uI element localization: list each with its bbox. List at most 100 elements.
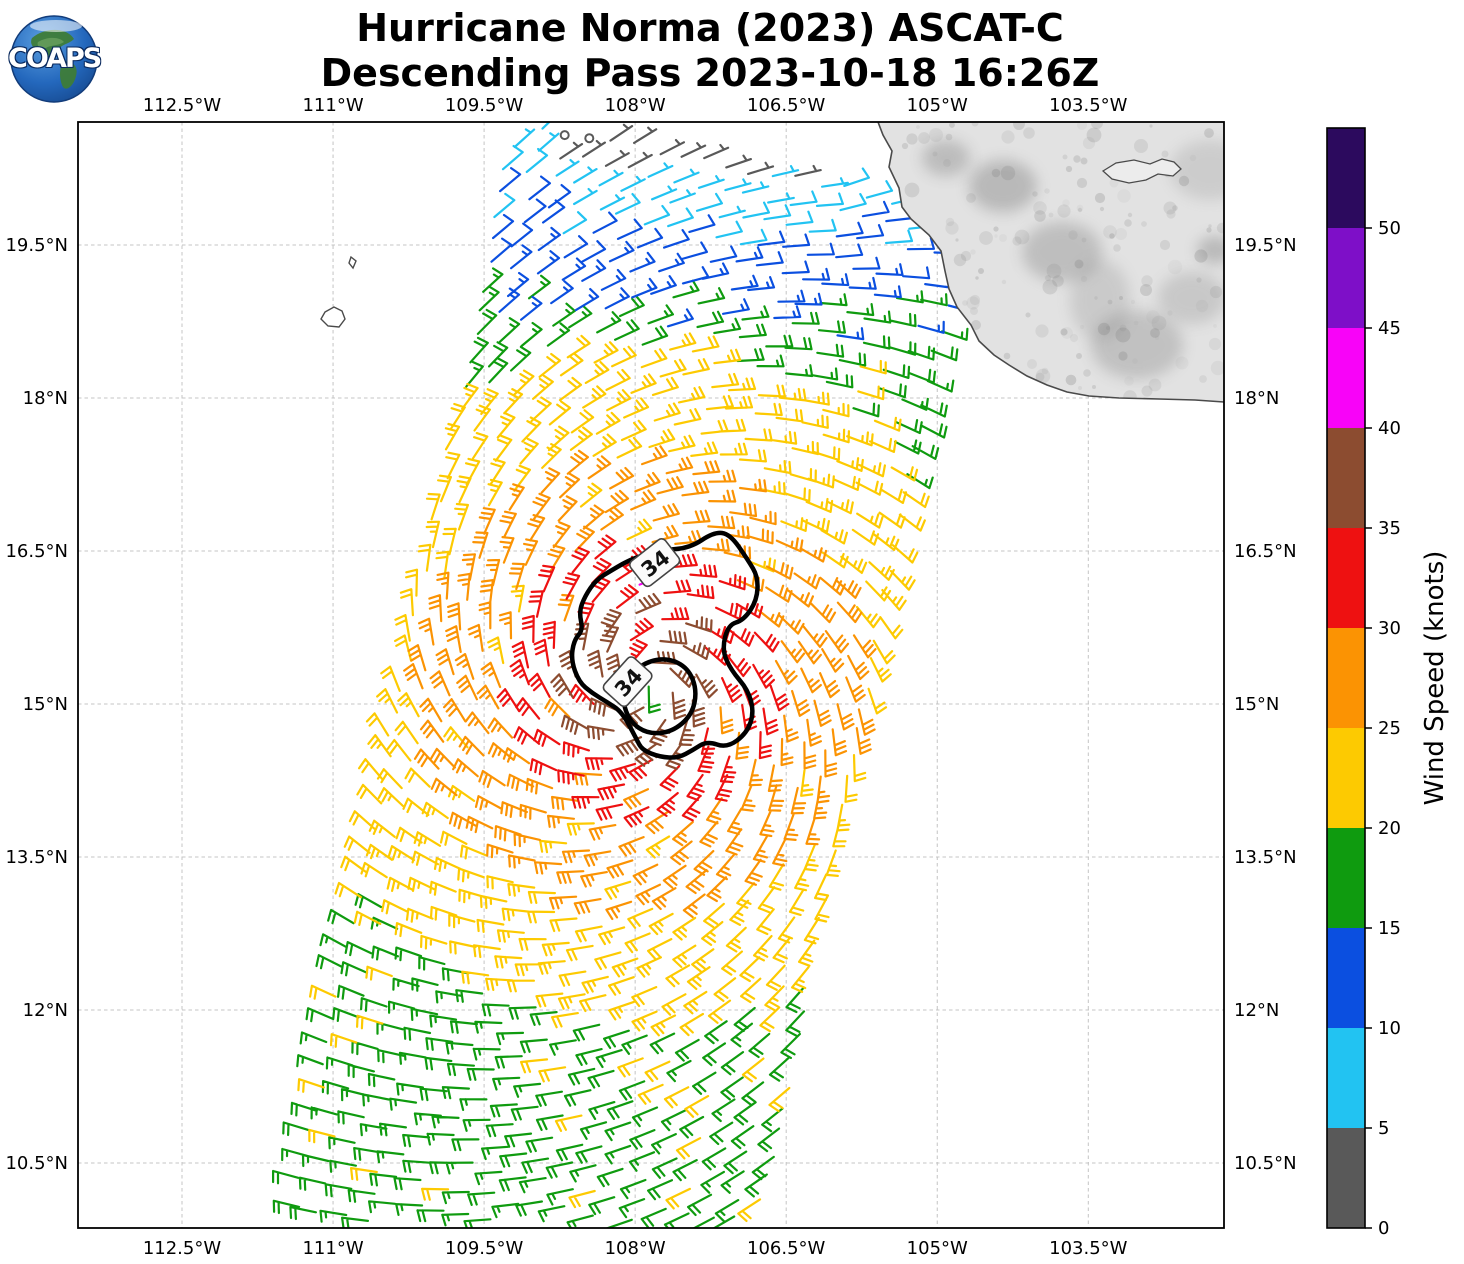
terrain-speckle (1123, 390, 1137, 402)
terrain-speckle (1068, 230, 1078, 240)
terrain-speckle (1003, 352, 1011, 360)
terrain-speckle (1080, 275, 1088, 283)
terrain-speckle (1079, 324, 1085, 330)
terrain-speckle (991, 168, 1001, 178)
colorbar-tick-label: 5 (1378, 1118, 1389, 1139)
colorbar-segment (1327, 1028, 1365, 1128)
colorbar-tick-label: 45 (1378, 318, 1401, 339)
terrain-speckle (1027, 359, 1037, 369)
terrain-speckle (1042, 279, 1058, 295)
terrain-speckle (1032, 191, 1038, 197)
terrain-speckle (901, 142, 909, 150)
terrain-speckle (1167, 310, 1173, 316)
lat-tick-label-left: 16.5°N (5, 541, 68, 562)
terrain-speckle (1119, 324, 1127, 332)
terrain-speckle (1023, 127, 1035, 139)
terrain-speckle (1062, 154, 1068, 160)
wind-barb-field (272, 122, 975, 1228)
terrain-speckle (918, 132, 930, 144)
terrain-speckle (1103, 225, 1117, 239)
terrain-speckle (1013, 122, 1025, 130)
terrain-speckle (1041, 367, 1049, 375)
terrain-speckle (1012, 236, 1022, 246)
terrain-speckle (1076, 204, 1084, 212)
terrain-speckle (966, 193, 976, 203)
terrain-blob (969, 160, 1037, 212)
terrain-speckle (1057, 204, 1071, 218)
terrain-speckle (1073, 155, 1081, 163)
terrain-speckle (1033, 201, 1047, 215)
lon-tick-label-top: 112.5°W (143, 95, 222, 116)
coaps-logo-text: COAPS (8, 43, 102, 74)
terrain-speckle (1117, 189, 1131, 203)
terrain-speckle (955, 238, 959, 242)
terrain-speckle (1115, 327, 1131, 343)
colorbar-segment (1327, 128, 1365, 228)
terrain-speckle (1189, 154, 1197, 162)
lat-tick-label-right: 12°N (1234, 1000, 1279, 1021)
colorbar-tick-label: 0 (1378, 1218, 1389, 1239)
colorbar-segment (1327, 828, 1365, 928)
terrain-speckle (1151, 315, 1167, 331)
lon-tick-label-top: 109.5°W (445, 95, 524, 116)
terrain-speckle (999, 234, 1007, 242)
colorbar: 0 5 10 15 20 25 30 35 40 45 50 (1326, 127, 1401, 1239)
colorbar-segment (1327, 228, 1365, 328)
colorbar-tick-label: 15 (1378, 918, 1401, 939)
terrain-speckle (1119, 296, 1123, 300)
terrain-speckle (1210, 360, 1224, 376)
terrain-speckle (1124, 376, 1134, 386)
lon-tick-label-top: 111°W (302, 95, 363, 116)
terrain-speckle (1083, 369, 1091, 377)
island-outline (348, 255, 357, 270)
lat-tick-label-left: 18°N (23, 388, 68, 409)
figure-title: Hurricane Norma (2023) ASCAT-C Descendin… (78, 6, 1342, 96)
colorbar-border (1326, 127, 1366, 1229)
colorbar-segment (1327, 328, 1365, 428)
terrain-speckle (970, 249, 976, 255)
terrain-speckle (904, 182, 920, 198)
colorbar-tick-label: 40 (1378, 418, 1401, 439)
terrain-speckle (1001, 130, 1015, 144)
colorbar-tick-label: 50 (1378, 218, 1401, 239)
terrain-speckle (1161, 150, 1169, 158)
title-line-2: Descending Pass 2023-10-18 16:26Z (320, 51, 1100, 95)
calm-circles (559, 130, 595, 144)
lon-tick-label-top: 105°W (907, 95, 968, 116)
wind-barbs-22c3f2 (493, 122, 937, 246)
terrain-speckle (1076, 177, 1088, 189)
terrain-speckle (979, 231, 993, 245)
terrain-speckle (1155, 336, 1159, 340)
contour-label-34: 34 (629, 538, 681, 588)
lon-tick-label-bottom: 112.5°W (143, 1238, 222, 1259)
terrain-speckle (1094, 192, 1106, 204)
terrain-speckle (1080, 157, 1088, 165)
terrain-speckle (1175, 356, 1189, 370)
terrain-blob (1070, 260, 1130, 340)
terrain-speckle (1077, 207, 1083, 213)
terrain-speckle (994, 234, 998, 238)
land-terrain (320, 122, 1224, 403)
lon-tick-label-bottom: 108°W (605, 1238, 666, 1259)
terrain-speckle (1082, 136, 1096, 150)
terrain-speckle (949, 122, 955, 128)
terrain-speckle (1097, 322, 1111, 336)
wind-barbs-ee1111 (496, 534, 790, 828)
colorbar-segment (1327, 928, 1365, 1028)
terrain-blob (1197, 236, 1224, 264)
colorbar-tick-label: 25 (1378, 718, 1401, 739)
terrain-speckle (1094, 296, 1098, 300)
contour-label-box (602, 656, 653, 708)
colorbar-segment (1327, 428, 1365, 528)
colorbar-segment (1327, 728, 1365, 828)
lat-tick-label-left: 13.5°N (5, 847, 68, 868)
terrain-speckle (1000, 165, 1016, 181)
terrain-speckle (1172, 205, 1178, 211)
terrain-speckle (945, 221, 959, 235)
terrain-speckle (1213, 324, 1217, 328)
terrain-speckle (1167, 259, 1183, 275)
wind-barbs-0b4fe0 (490, 167, 975, 341)
lat-tick-label-right: 19.5°N (1234, 235, 1297, 256)
lat-tick-label-right: 10.5°N (1234, 1153, 1297, 1174)
